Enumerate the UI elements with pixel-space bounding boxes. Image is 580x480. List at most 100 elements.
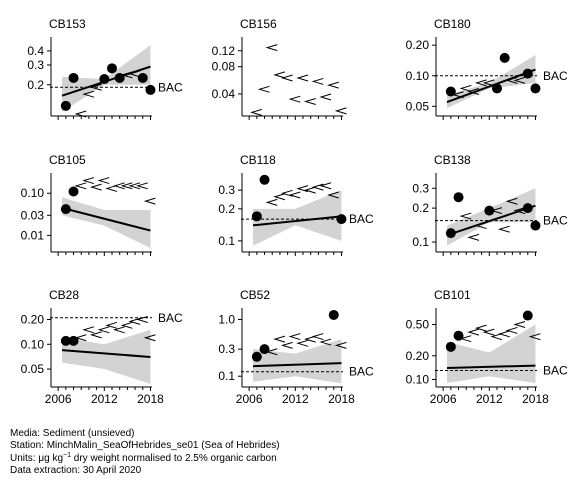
less-than-marker: [82, 90, 95, 98]
less-than-marker: [459, 84, 472, 92]
less-than-marker: [112, 326, 125, 334]
trend-line: [446, 364, 536, 369]
bac-label: BAC: [543, 214, 568, 228]
less-than-marker: [257, 85, 270, 93]
less-than-marker: [82, 326, 95, 334]
y-tick-label: 0.08: [212, 60, 236, 74]
trend-line: [252, 362, 342, 368]
data-point: [99, 74, 110, 85]
panel-title: CB153: [49, 17, 86, 31]
data-point: [328, 309, 339, 320]
panel-cb138: CB138 BAC 0.1 0.2 0.3: [412, 153, 568, 256]
y-tick-label: 0.10: [406, 372, 430, 386]
y-tick-label: 0.05: [406, 99, 430, 113]
footer-units-suffix: dry weight normalised to 2.5% organic ca…: [71, 452, 277, 464]
x-tick-label: 2012: [91, 392, 118, 406]
trend-line: [61, 349, 151, 359]
bac-label: BAC: [349, 212, 374, 226]
confidence-band: [62, 329, 151, 384]
less-than-marker: [311, 333, 324, 341]
less-than-marker: [280, 189, 293, 197]
less-than-marker: [467, 328, 480, 336]
y-tick-label: 0.10: [406, 69, 430, 83]
data-point: [68, 335, 79, 346]
x-tick-label: 2018: [328, 392, 355, 406]
data-point: [499, 52, 510, 63]
less-than-marker: [319, 93, 332, 101]
less-than-marker: [89, 183, 102, 191]
panel-cb153: CB153 BAC 0.2 0.30.4: [27, 17, 183, 120]
panel-title: CB105: [49, 153, 86, 167]
less-than-marker: [296, 74, 309, 82]
less-than-marker: [303, 98, 316, 105]
less-than-marker: [513, 321, 526, 328]
less-than-marker: [303, 186, 316, 194]
y-tick-label: 0.3: [412, 181, 429, 195]
footer-extraction: Data extraction: 30 April 2020: [10, 465, 142, 477]
data-point: [259, 174, 270, 185]
data-point: [445, 341, 456, 352]
less-than-marker: [334, 107, 347, 115]
data-point: [107, 63, 117, 74]
y-tick-label: 0.04: [212, 87, 236, 101]
panel-cb118: CB118 BAC 0.1 0.2 0.3: [218, 153, 374, 256]
less-than-marker: [265, 44, 278, 52]
less-than-marker: [474, 222, 487, 230]
footer: Media: Sediment (unsieved) Station: Minc…: [10, 428, 280, 478]
panel-cb156: CB156 0.04 0.08 0.12: [212, 17, 347, 120]
less-than-marker: [143, 334, 156, 342]
bac-label: BAC: [158, 80, 183, 94]
less-than-marker: [303, 335, 316, 343]
less-than-marker: [311, 77, 324, 85]
confidence-band: [62, 197, 151, 249]
data-point: [484, 205, 495, 216]
data-point: [530, 220, 541, 231]
footer-units: Units: μg kg−1 dry weight normalised to …: [10, 452, 280, 465]
less-than-marker: [327, 81, 339, 89]
y-tick-label: 0.2: [27, 78, 44, 92]
less-than-marker: [474, 324, 487, 332]
data-point: [137, 72, 148, 83]
less-than-marker: [296, 185, 309, 193]
confidence-band: [447, 55, 536, 109]
panel-title: CB52: [240, 288, 270, 302]
data-point: [68, 72, 79, 83]
y-tick-label: 0.10: [21, 186, 45, 200]
less-than-marker: [82, 177, 95, 185]
y-tick-label: 0.05: [21, 362, 45, 376]
less-than-marker: [273, 193, 286, 201]
less-than-marker: [105, 321, 118, 329]
less-than-marker: [89, 331, 102, 339]
less-than-marker: [143, 197, 156, 205]
bac-label: BAC: [543, 363, 568, 377]
y-tick-label: 0.20: [21, 313, 45, 327]
x-tick-label: 2006: [45, 392, 72, 406]
data-point: [336, 214, 347, 225]
data-point: [445, 228, 456, 239]
panel-title: CB180: [434, 17, 471, 31]
less-than-marker: [74, 182, 87, 190]
less-than-marker: [128, 182, 141, 190]
panel-title: CB101: [434, 288, 471, 302]
y-tick-label: 0.1: [412, 235, 429, 249]
footer-units-prefix: Units: μg kg: [10, 452, 64, 464]
confidence-band: [253, 339, 342, 384]
y-tick-label: 0.2: [412, 201, 429, 215]
y-tick-label: 0.01: [21, 228, 45, 242]
less-than-marker: [497, 225, 510, 233]
y-tick-label: 0.3: [218, 183, 235, 197]
panel-title: CB156: [240, 17, 277, 31]
bac-label: BAC: [543, 69, 568, 83]
data-point: [114, 72, 125, 83]
y-tick-label: 0.12: [212, 44, 236, 58]
less-than-marker: [505, 326, 518, 334]
trend-line: [252, 215, 342, 227]
y-tick-label: 0.03: [21, 208, 45, 222]
y-tick-label: 0.1: [218, 234, 235, 248]
less-than-marker: [105, 184, 118, 192]
x-tick-label: 2018: [137, 392, 164, 406]
panel-cb28: CB28 BAC 0.05 0.10 0.20 2006 2012 2018: [21, 288, 183, 406]
less-than-marker: [112, 182, 125, 190]
less-than-marker: [467, 87, 480, 95]
